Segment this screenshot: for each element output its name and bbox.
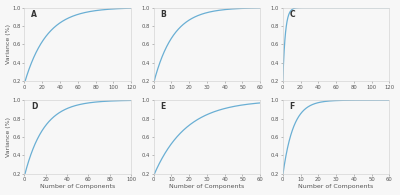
Text: F: F bbox=[289, 102, 294, 111]
X-axis label: Number of Components: Number of Components bbox=[298, 184, 374, 190]
X-axis label: Number of Components: Number of Components bbox=[169, 184, 244, 190]
Text: E: E bbox=[160, 102, 165, 111]
Text: B: B bbox=[160, 10, 166, 19]
Text: C: C bbox=[289, 10, 295, 19]
Text: A: A bbox=[31, 10, 37, 19]
Y-axis label: Variance (%): Variance (%) bbox=[6, 117, 10, 157]
Text: D: D bbox=[31, 102, 37, 111]
Y-axis label: Variance (%): Variance (%) bbox=[6, 24, 10, 64]
X-axis label: Number of Components: Number of Components bbox=[40, 184, 116, 190]
